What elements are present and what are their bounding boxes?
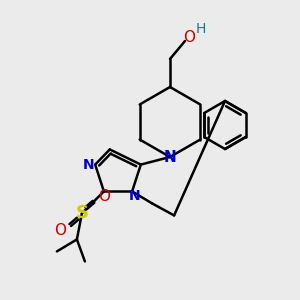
Text: N: N [164,149,176,164]
Text: N: N [128,189,140,203]
Text: S: S [75,204,88,222]
Text: O: O [54,223,66,238]
Text: O: O [98,189,110,204]
Text: H: H [196,22,206,36]
Text: O: O [183,29,195,44]
Text: N: N [82,158,94,172]
